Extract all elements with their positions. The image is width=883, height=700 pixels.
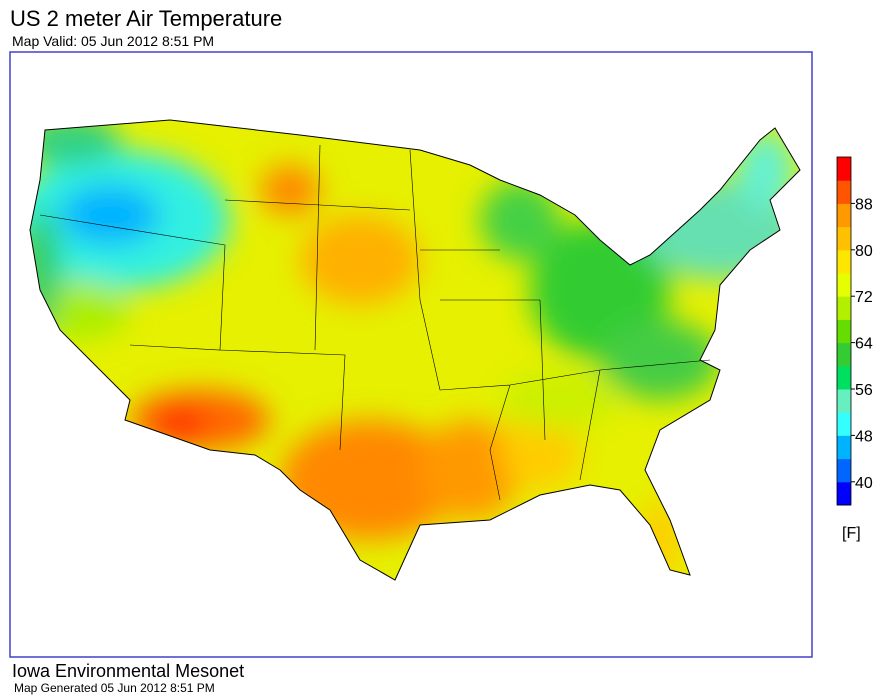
colorbar-band [837,157,851,181]
colorbar-band [837,203,851,228]
colorbar-frame [836,156,852,506]
colorbar-band [837,319,851,344]
colorbar-tick-label: 64 [855,336,873,353]
footer-organization: Iowa Environmental Mesonet [12,661,244,681]
legend: 40 48 56 64 72 80 88 [836,156,873,506]
colorbar-band [837,226,851,251]
colorbar-tick-label: 88 [855,196,873,213]
colorbar-tick-label: 40 [855,475,873,492]
colorbar-band [837,180,851,204]
colorbar-band [837,412,851,436]
us-outline [29,119,801,581]
colorbar-band [837,365,851,390]
colorbar-tick-label: 80 [855,243,873,260]
colorbar-tick-label: 72 [855,289,873,306]
colorbar-tick-label: 48 [855,428,873,445]
colorbar-band [837,249,851,274]
subtitle: Map Valid: 05 Jun 2012 8:51 PM [12,33,214,49]
title: US 2 meter Air Temperature [10,6,282,31]
colorbar-band [837,296,851,320]
colorbar-band [837,481,851,506]
colorbar-band [837,435,851,460]
colorbar-tick-label: 56 [855,382,873,399]
state-borders [39,144,711,501]
colorbar-band [837,342,851,367]
colorbar-band [837,458,851,483]
colorbar-band [837,389,851,413]
legend-unit: [F] [842,525,861,542]
footer-generated: Map Generated 05 Jun 2012 8:51 PM [14,681,215,695]
colorbar-band [837,273,851,297]
